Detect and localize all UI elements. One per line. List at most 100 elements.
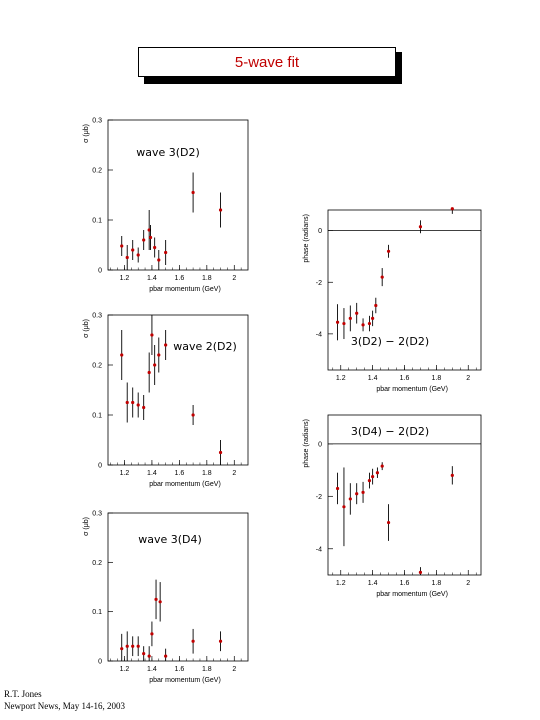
x-tick-label: 1.2 xyxy=(336,580,346,587)
chart-phase-3d4-2d2: 1.2 1.4 1.6 1.8 2 -4 -2 0 pbar momentum (GeV) pha… xyxy=(303,414,482,598)
data-point xyxy=(148,235,153,240)
data-point xyxy=(355,492,359,496)
data-point xyxy=(142,405,146,410)
x-axis-label: pbar momentum (GeV) xyxy=(376,386,448,393)
data-point xyxy=(367,478,372,483)
x-tick-label: 1.8 xyxy=(432,375,442,382)
data-point xyxy=(147,228,151,232)
data-point xyxy=(335,320,340,324)
data-point xyxy=(147,370,151,375)
y-tick-label: -4 xyxy=(316,546,322,553)
y-axis-label: σ (μb) xyxy=(83,124,90,143)
footer: R.T. Jones Newport News, May 14-16, 2003 xyxy=(4,688,125,712)
y-tick-label: 0 xyxy=(98,463,102,470)
data-point xyxy=(374,303,378,308)
x-tick-label: 1.2 xyxy=(120,666,130,673)
x-axis-label: pbar momentum (GeV) xyxy=(149,286,221,293)
y-axis-label: phase (radians) xyxy=(303,214,310,263)
x-tick-label: 1.6 xyxy=(175,666,185,673)
y-tick-label: 0.1 xyxy=(92,413,102,420)
data-point xyxy=(418,225,423,229)
data-point xyxy=(342,505,346,509)
data-point xyxy=(125,644,129,648)
plot-annotation: wave 3(D2) xyxy=(136,146,200,159)
data-point xyxy=(136,644,140,648)
x-tick-label: 2 xyxy=(232,275,236,282)
x-tick-label: 1.8 xyxy=(202,470,212,477)
data-point xyxy=(164,654,168,658)
data-point xyxy=(361,323,365,327)
y-axis-label: phase (radians) xyxy=(303,419,310,468)
data-point xyxy=(355,311,359,315)
data-point xyxy=(150,632,154,636)
y-axis-label: σ (μb) xyxy=(83,517,90,536)
data-point xyxy=(450,207,454,211)
plot-annotation: 3(D2) − 2(D2) xyxy=(351,335,429,348)
data-point xyxy=(380,275,384,279)
data-point xyxy=(154,597,158,601)
page-title: 5-wave fit xyxy=(138,47,396,77)
data-point xyxy=(120,647,124,651)
data-point xyxy=(142,238,146,242)
data-point xyxy=(375,471,380,475)
x-tick-label: 2 xyxy=(466,580,470,587)
x-tick-label: 1.8 xyxy=(202,666,212,673)
y-tick-label: 0.1 xyxy=(92,609,102,616)
plot-frame xyxy=(327,414,482,576)
data-point xyxy=(371,316,375,320)
chart-phase-3d2-2d2: 1.2 1.4 1.6 1.8 2 -4 -2 0 pbar momentum (GeV) pha… xyxy=(303,207,482,393)
data-point xyxy=(120,244,124,248)
y-tick-label: 0.2 xyxy=(92,168,102,175)
data-point xyxy=(371,475,375,479)
x-tick-label: 1.6 xyxy=(400,375,410,382)
data-point xyxy=(386,520,391,525)
x-tick-label: 2 xyxy=(232,470,236,477)
data-point xyxy=(342,321,346,326)
data-point xyxy=(153,245,157,250)
data-point xyxy=(164,343,168,347)
data-point xyxy=(386,249,391,253)
x-tick-label: 2 xyxy=(466,375,470,382)
data-point xyxy=(218,639,223,643)
x-tick-label: 1.4 xyxy=(368,580,378,587)
y-tick-label: 0 xyxy=(98,659,102,666)
y-tick-label: 0 xyxy=(318,228,322,235)
data-point xyxy=(157,353,161,357)
data-point xyxy=(120,353,124,357)
data-point xyxy=(191,639,195,643)
data-point xyxy=(142,652,146,656)
x-tick-label: 1.6 xyxy=(175,470,185,477)
data-point xyxy=(136,403,140,407)
plot-annotation: wave 3(D4) xyxy=(138,533,202,546)
y-axis-label: σ (μb) xyxy=(83,319,90,338)
data-point xyxy=(191,190,195,195)
x-tick-label: 2 xyxy=(232,666,236,673)
data-point xyxy=(367,321,372,326)
data-point xyxy=(150,333,154,337)
data-point xyxy=(125,400,129,405)
x-tick-label: 1.4 xyxy=(147,666,157,673)
y-tick-label: -4 xyxy=(316,331,322,338)
data-point xyxy=(158,600,162,604)
data-point xyxy=(418,570,423,574)
y-tick-label: 0.2 xyxy=(92,560,102,567)
plot-frame xyxy=(107,119,249,271)
y-tick-label: 0 xyxy=(318,441,322,448)
data-point xyxy=(218,450,223,455)
footer-author: R.T. Jones xyxy=(4,689,42,699)
y-tick-label: -2 xyxy=(316,280,322,287)
x-axis-label: pbar momentum (GeV) xyxy=(149,481,221,488)
data-point xyxy=(191,413,195,417)
x-tick-label: 1.4 xyxy=(147,275,157,282)
x-tick-label: 1.2 xyxy=(120,275,130,282)
footer-venue: Newport News, May 14-16, 2003 xyxy=(4,701,125,711)
chart-wave-2d2: 1.2 1.4 1.6 1.8 2 0 0.1 0.2 0.3 pbar momentum (Ge… xyxy=(83,313,249,488)
data-point xyxy=(348,497,352,501)
data-point xyxy=(136,253,140,257)
data-point xyxy=(125,255,129,260)
y-tick-label: 0.3 xyxy=(92,313,102,320)
data-point xyxy=(153,363,157,367)
y-tick-label: 0.3 xyxy=(92,511,102,518)
data-point xyxy=(157,258,161,262)
data-point xyxy=(131,400,135,405)
